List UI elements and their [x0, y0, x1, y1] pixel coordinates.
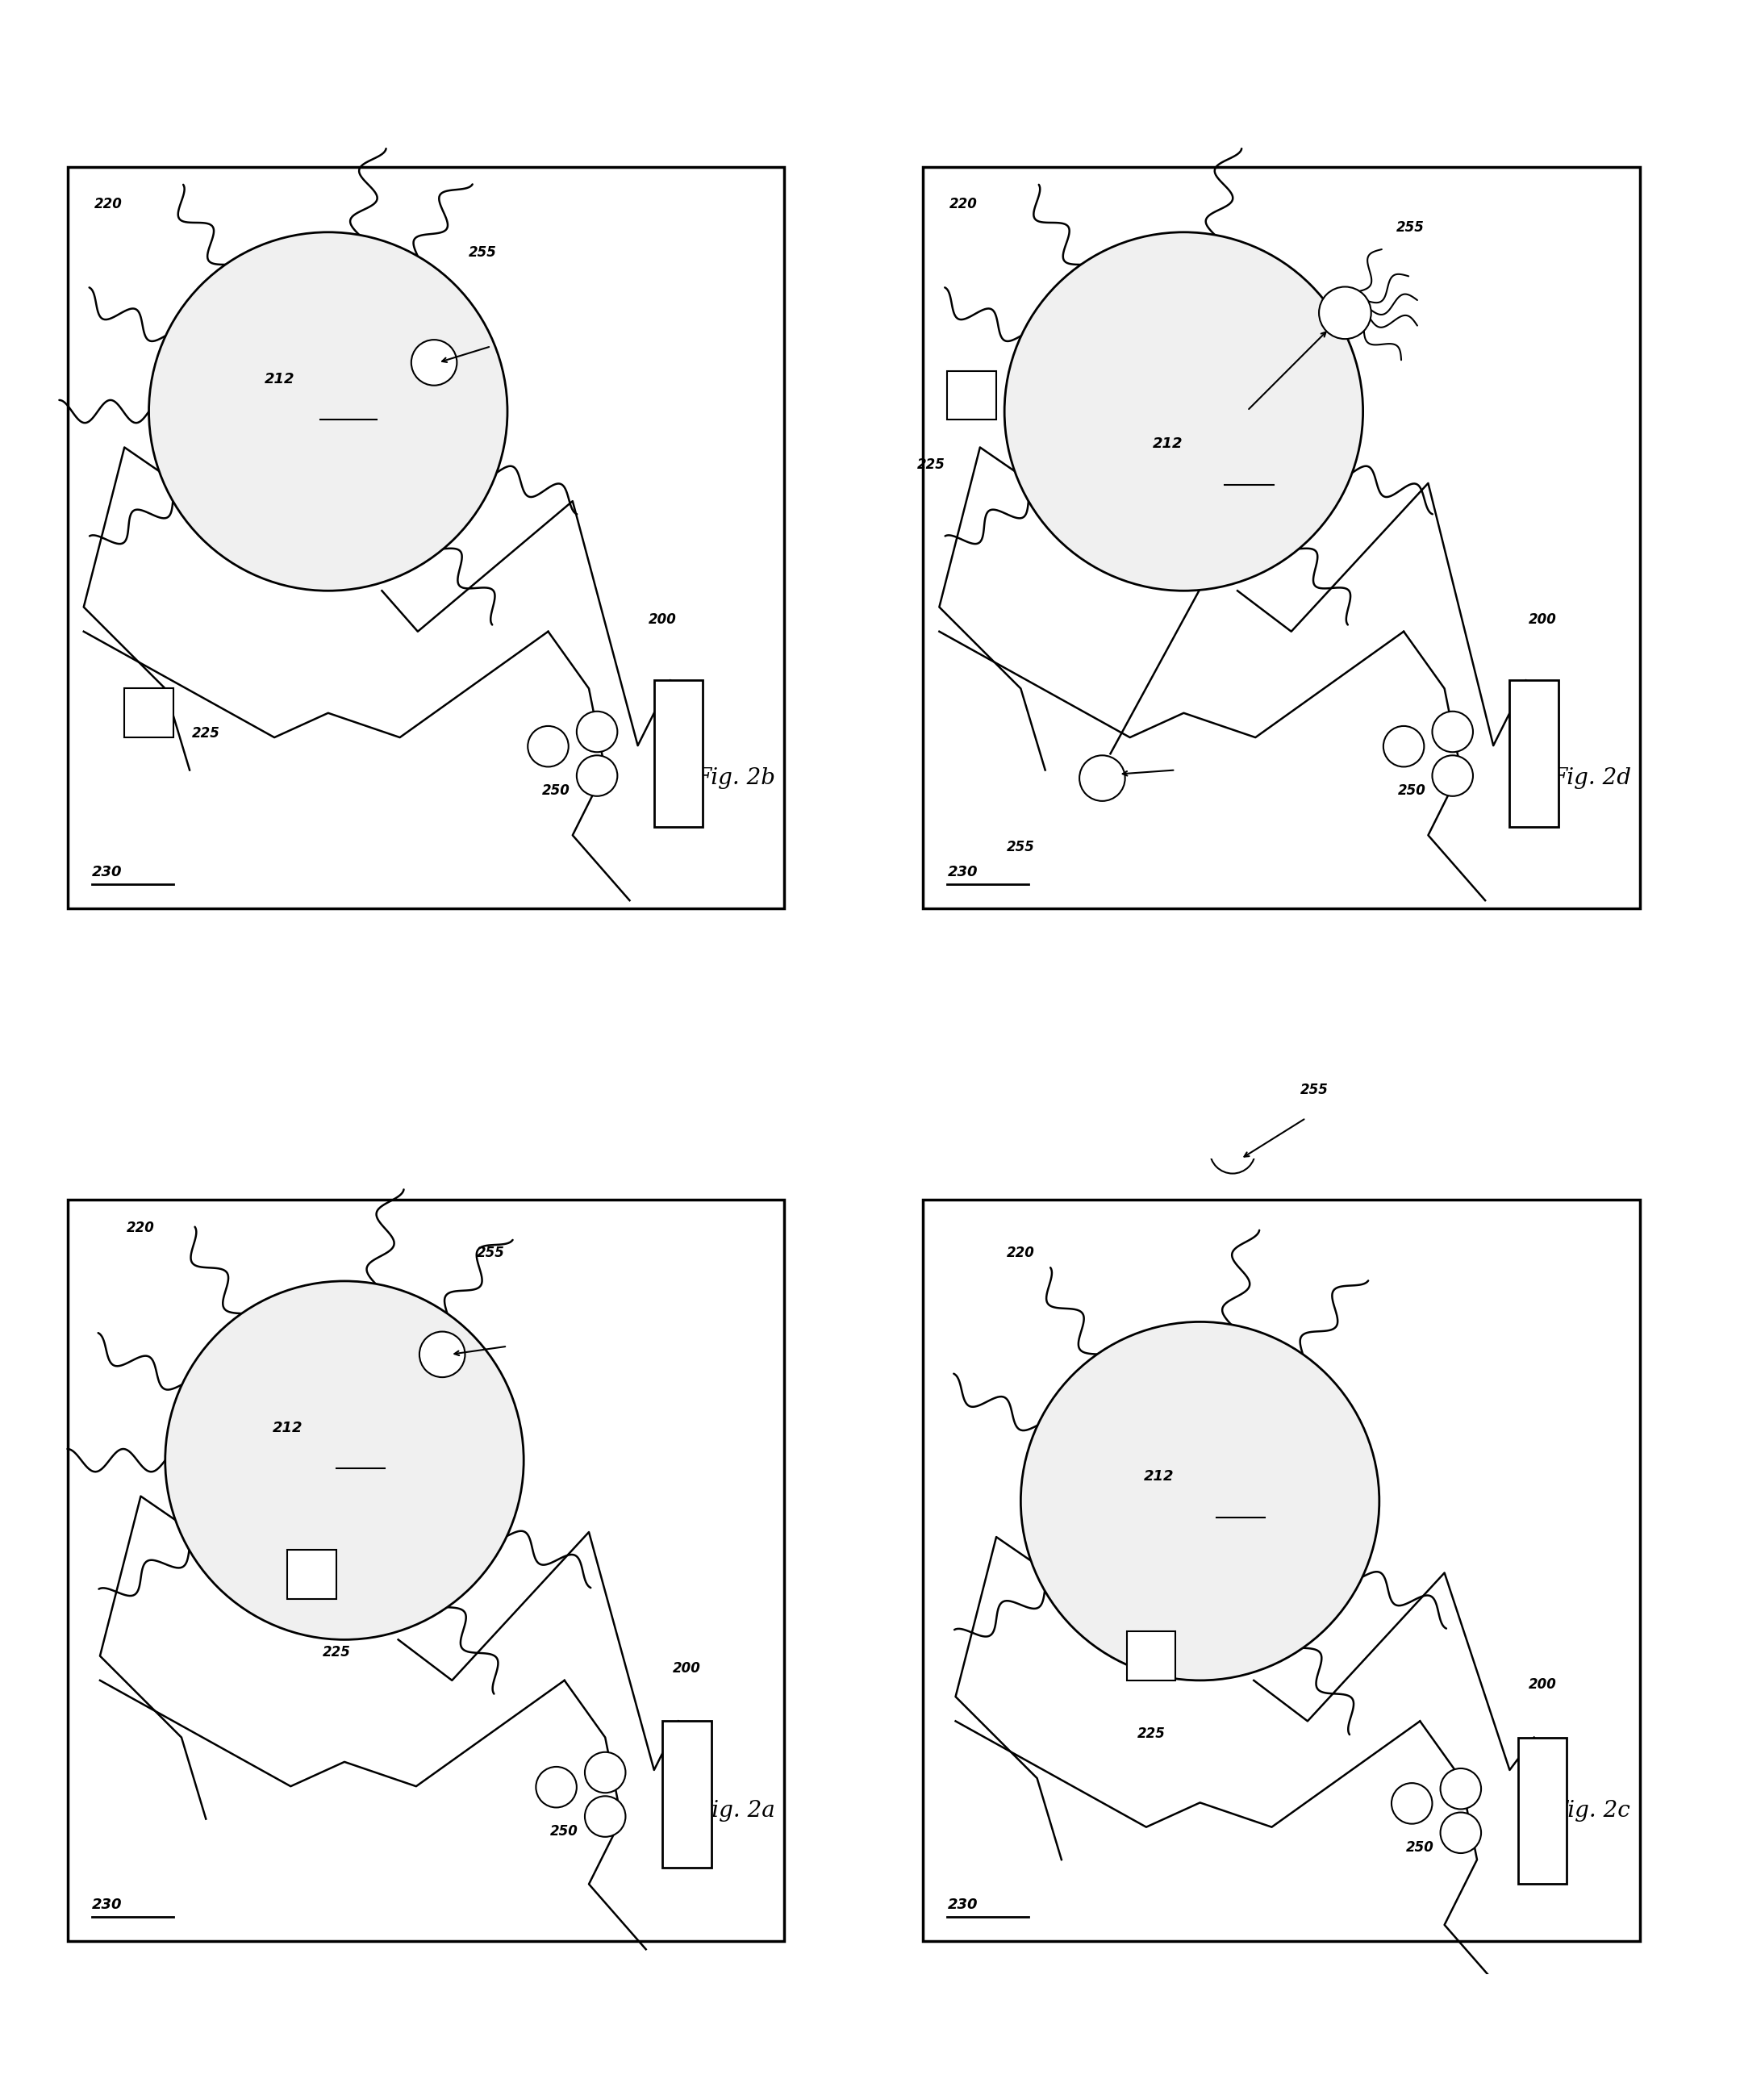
Text: 250: 250 [550, 1825, 578, 1838]
Circle shape [1392, 1783, 1432, 1823]
Bar [1510, 680, 1559, 827]
Text: Fig. 2d: Fig. 2d [1550, 766, 1630, 790]
Circle shape [1441, 1768, 1481, 1808]
Text: Fig. 2c: Fig. 2c [1552, 1800, 1630, 1821]
Bar [1517, 1737, 1566, 1884]
Text: 225: 225 [191, 727, 219, 741]
Text: 200: 200 [1528, 1678, 1556, 1693]
Circle shape [585, 1796, 626, 1838]
Bar [287, 1550, 336, 1598]
Circle shape [411, 340, 458, 386]
Text: 220: 220 [94, 197, 122, 210]
Circle shape [1209, 1128, 1256, 1174]
Circle shape [1319, 288, 1371, 338]
Bar [125, 689, 174, 737]
Text: 250: 250 [1406, 1840, 1434, 1854]
Text: 255: 255 [468, 246, 498, 260]
Bar [663, 1722, 712, 1867]
Circle shape [1441, 1812, 1481, 1852]
Bar [654, 680, 703, 827]
Text: 230: 230 [947, 1896, 978, 1911]
Text: 212: 212 [1152, 437, 1183, 451]
Text: 230: 230 [947, 865, 978, 880]
Circle shape [527, 727, 569, 766]
Circle shape [576, 712, 618, 752]
Circle shape [576, 756, 618, 796]
Circle shape [1021, 1321, 1380, 1680]
Text: 250: 250 [543, 783, 571, 798]
Text: 200: 200 [649, 611, 677, 626]
Bar [922, 168, 1641, 909]
Text: 212: 212 [1145, 1470, 1175, 1485]
Circle shape [536, 1766, 576, 1808]
Text: 255: 255 [1395, 220, 1425, 235]
Text: 225: 225 [322, 1644, 350, 1659]
Text: 255: 255 [477, 1245, 505, 1260]
Text: 220: 220 [127, 1220, 155, 1235]
Circle shape [150, 233, 508, 590]
Text: 230: 230 [92, 1896, 122, 1911]
Circle shape [1079, 756, 1126, 800]
Circle shape [585, 1751, 626, 1793]
Text: 200: 200 [673, 1661, 701, 1676]
Text: Fig. 2b: Fig. 2b [696, 766, 776, 790]
Text: 225: 225 [1136, 1726, 1166, 1741]
Text: 212: 212 [264, 372, 294, 386]
Text: 220: 220 [950, 197, 978, 210]
Text: 250: 250 [1397, 783, 1425, 798]
Text: 212: 212 [271, 1420, 303, 1434]
Text: 230: 230 [92, 865, 122, 880]
Text: Fig. 2a: Fig. 2a [696, 1800, 774, 1821]
Text: 200: 200 [1528, 611, 1556, 626]
Text: 225: 225 [917, 458, 945, 472]
Circle shape [165, 1281, 524, 1640]
Bar [947, 372, 997, 420]
Circle shape [1432, 756, 1474, 796]
Circle shape [1383, 727, 1423, 766]
Circle shape [1432, 712, 1474, 752]
Circle shape [1004, 233, 1362, 590]
Text: 255: 255 [1300, 1082, 1328, 1096]
Circle shape [419, 1331, 465, 1378]
Bar [1128, 1632, 1176, 1680]
Bar [68, 168, 785, 909]
Bar [68, 1199, 785, 1940]
Text: 220: 220 [1007, 1245, 1035, 1260]
Text: 255: 255 [1007, 840, 1035, 855]
Bar [922, 1199, 1641, 1940]
